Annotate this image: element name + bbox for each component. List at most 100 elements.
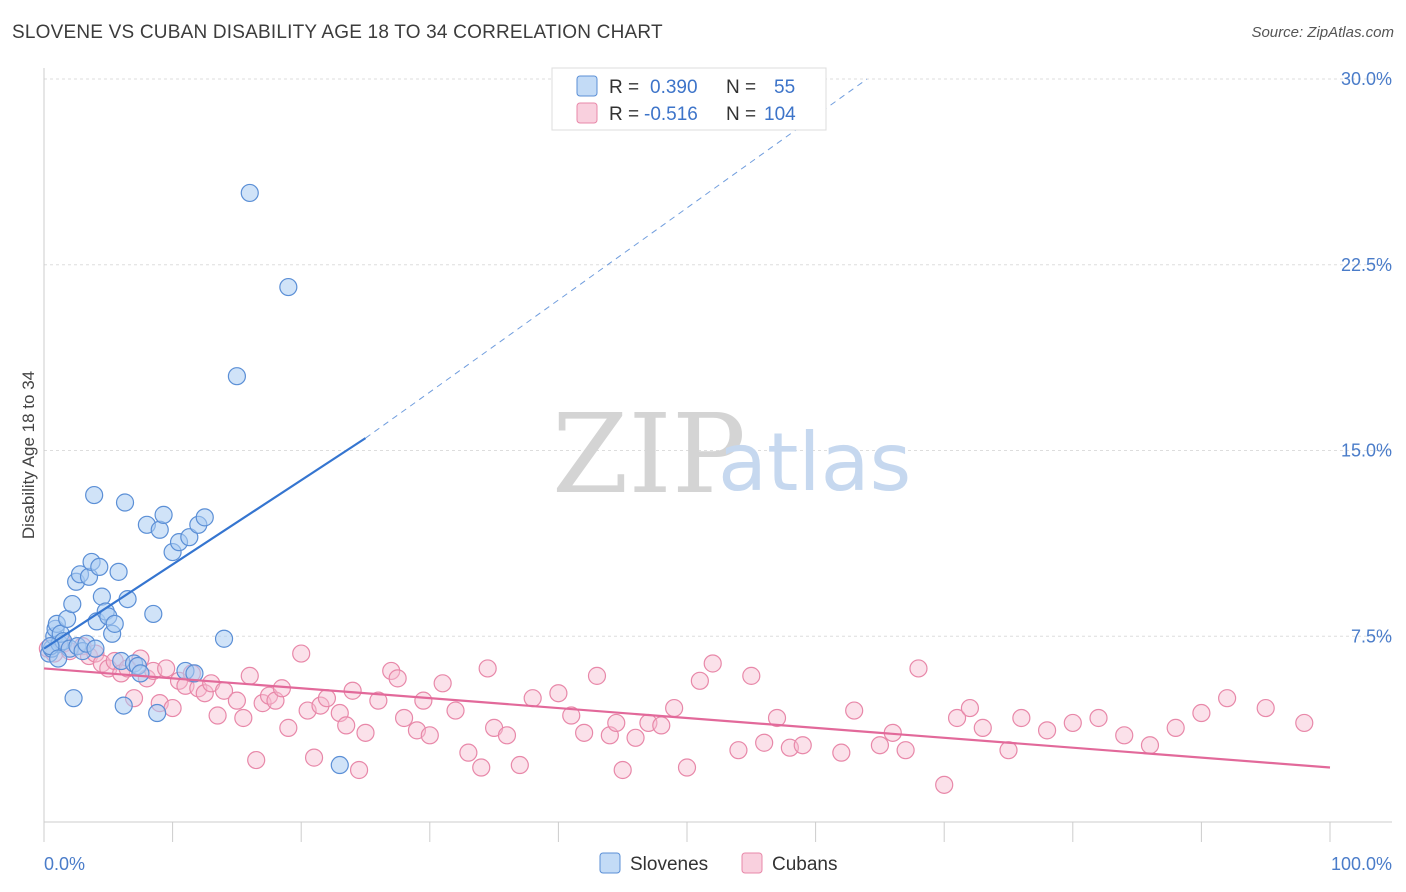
slovenes-point xyxy=(105,614,124,633)
legend-r-value-cubans: -0.516 xyxy=(644,104,698,125)
cubans-point xyxy=(1295,713,1314,733)
slovenes-point xyxy=(114,696,133,715)
cubans-point xyxy=(234,708,253,728)
slovenes-point xyxy=(109,562,128,581)
cubans-point xyxy=(459,743,478,762)
cubans-point xyxy=(767,708,787,728)
cubans-point xyxy=(240,666,259,685)
cubans-point xyxy=(1218,689,1237,708)
cubans-point xyxy=(1115,726,1134,745)
slovenes-point xyxy=(180,528,199,547)
cubans-point xyxy=(845,701,864,720)
series-legend-cubans: Cubans xyxy=(772,854,838,875)
slovenes-point xyxy=(227,367,246,386)
slovenes-point xyxy=(195,508,214,527)
cubans-point xyxy=(195,684,214,703)
cubans-point xyxy=(909,659,928,678)
cubans-point xyxy=(472,758,491,777)
cubans-point xyxy=(523,689,542,708)
cubans-point xyxy=(163,698,182,718)
slovenes-point xyxy=(131,664,150,683)
cubans-point xyxy=(414,691,433,710)
cubans-point xyxy=(478,659,497,678)
x-tick-label: 100.0% xyxy=(1331,854,1392,874)
cubans-point xyxy=(292,644,311,663)
cubans-point xyxy=(1063,713,1082,733)
slovenes-point xyxy=(64,689,83,708)
cubans-point xyxy=(1192,703,1211,723)
cubans-point xyxy=(497,726,517,745)
legend-box xyxy=(551,67,827,131)
cubans-point xyxy=(755,733,774,752)
cubans-point xyxy=(1166,718,1185,737)
slovenes-point xyxy=(86,639,105,658)
source-label: Source: ZipAtlas.com xyxy=(1251,24,1394,41)
y-tick-label: 7.5% xyxy=(1351,626,1392,646)
cubans-point xyxy=(896,741,915,760)
correlation-legend: R = 0.390 N = 55 R = -0.516 N = 104 xyxy=(551,67,827,131)
cubans-point xyxy=(394,708,414,728)
cubans-point xyxy=(607,713,626,733)
slovenes-points xyxy=(40,183,349,775)
slovenes-point xyxy=(148,703,167,723)
cubans-point xyxy=(665,698,684,718)
cubans-point xyxy=(1012,708,1031,728)
cubans-point xyxy=(690,671,709,690)
y-tick-label: 15.0% xyxy=(1341,441,1392,461)
slovenes-point xyxy=(85,485,104,505)
cubans-point xyxy=(304,748,324,767)
cubans-point xyxy=(729,741,748,760)
cubans-point xyxy=(575,723,594,742)
watermark-atlas: atlas xyxy=(718,416,911,509)
cubans-point xyxy=(626,728,645,747)
series-legend: Slovenes Cubans xyxy=(599,852,838,875)
cubans-point xyxy=(1140,736,1160,755)
x-tick-labels: 0.0% 100.0% xyxy=(44,854,1392,874)
cubans-point xyxy=(311,696,330,715)
cubans-point xyxy=(652,716,671,735)
slovenes-point xyxy=(214,629,234,648)
y-tick-label: 22.5% xyxy=(1341,255,1392,275)
slovenes-trend-line xyxy=(43,437,367,650)
cubans-point xyxy=(420,726,439,745)
axes xyxy=(43,68,1392,842)
cubans-point xyxy=(549,684,568,703)
cubans-point xyxy=(369,691,388,710)
cubans-point xyxy=(793,736,812,755)
cubans-point xyxy=(935,775,954,794)
legend-n-value-cubans: 104 xyxy=(764,104,796,125)
cubans-point xyxy=(832,743,851,762)
x-tick-label: 0.0% xyxy=(44,854,85,874)
slovenes-trend-extension xyxy=(365,78,868,439)
cubans-points xyxy=(38,634,1314,794)
watermark: ZIP atlas xyxy=(552,390,911,518)
cubans-point xyxy=(973,718,992,737)
chart-title: SLOVENE VS CUBAN DISABILITY AGE 18 TO 34… xyxy=(12,22,663,43)
cubans-point xyxy=(157,659,176,678)
cubans-point xyxy=(1256,698,1275,718)
cubans-point xyxy=(208,706,227,725)
slovenes-point xyxy=(144,604,163,624)
legend-n-label-slovenes: N = xyxy=(726,77,756,98)
slovenes-point xyxy=(154,505,173,524)
cubans-point xyxy=(1089,708,1108,728)
legend-n-label-cubans: N = xyxy=(726,104,756,125)
cubans-point xyxy=(677,758,697,777)
cubans-point xyxy=(349,760,369,780)
slovenes-point xyxy=(63,594,82,614)
slovenes-point xyxy=(49,649,68,668)
series-legend-swatch-cubans xyxy=(741,852,763,874)
cubans-point xyxy=(279,718,298,737)
cubans-point xyxy=(1037,721,1057,740)
slovenes-point xyxy=(330,755,349,775)
legend-r-label-slovenes: R = xyxy=(609,77,639,98)
slovenes-point xyxy=(240,183,259,203)
cubans-point xyxy=(433,674,452,693)
cubans-point xyxy=(587,666,607,685)
legend-n-value-slovenes: 55 xyxy=(774,77,795,98)
cubans-point xyxy=(510,755,529,775)
cubans-point xyxy=(613,760,632,780)
grid-lines xyxy=(44,78,1392,637)
y-tick-label: 30.0% xyxy=(1341,69,1392,89)
